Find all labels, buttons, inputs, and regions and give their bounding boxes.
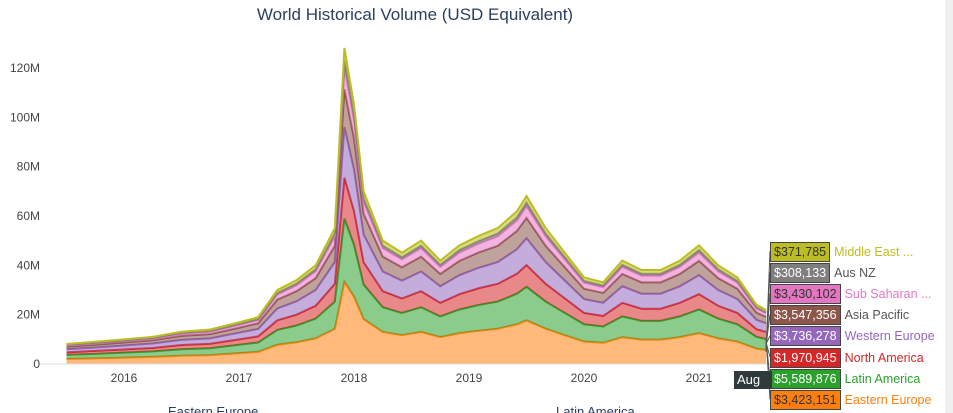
hover-value: $1,970,945	[770, 347, 841, 368]
legend-item-eastern-europe[interactable]: Eastern Europe	[168, 404, 259, 413]
line-middle-east	[66, 47, 767, 346]
hover-label: $3,423,151 Eastern Europe	[770, 389, 932, 410]
y-tick-label: 40M	[17, 258, 40, 272]
y-tick-label: 20M	[17, 308, 40, 322]
x-tick-label: 2021	[686, 371, 713, 385]
area-latin-america[interactable]	[66, 218, 767, 359]
line-aus-nz	[66, 60, 767, 346]
hover-series-name: Western Europe	[844, 329, 935, 344]
hover-date-label: Aug 2	[734, 371, 772, 389]
legend-item-latin-america[interactable]: Latin America	[556, 404, 635, 413]
hover-series-name: Asia Pacific	[844, 308, 910, 323]
hover-value: $3,430,102	[770, 283, 841, 304]
hover-label: $3,547,356 Asia Pacific	[770, 305, 910, 326]
hover-label: $3,736,278 Western Europe	[770, 326, 935, 347]
hover-series-name: Sub Saharan ...	[844, 286, 932, 301]
hover-series-name: Latin America	[844, 371, 921, 386]
hover-value: $308,133	[770, 262, 831, 283]
hover-label: $3,430,102 Sub Saharan ...	[770, 283, 932, 304]
x-tick-label: 2018	[341, 371, 368, 385]
x-tick-label: 2017	[226, 371, 253, 385]
x-tick-label: 2020	[571, 371, 598, 385]
y-tick-label: 0	[33, 357, 40, 371]
hover-label: $371,785 Middle East ...	[770, 241, 914, 262]
chart-title: World Historical Volume (USD Equivalent)	[256, 5, 574, 24]
area-eastern-europe[interactable]	[66, 281, 767, 364]
hover-value: $3,423,151	[770, 389, 841, 410]
hover-value: $5,589,876	[770, 368, 841, 389]
hover-series-name: Aus NZ	[834, 265, 876, 280]
hover-label: $308,133 Aus NZ	[770, 262, 876, 283]
hover-value: $3,736,278	[770, 326, 841, 347]
hover-label: $1,970,945 North America	[770, 347, 924, 368]
hover-series-name: North America	[844, 350, 924, 365]
y-tick-label: 60M	[17, 209, 40, 223]
x-tick-label: 2019	[456, 371, 483, 385]
hover-label: $5,589,876 Latin America	[770, 368, 921, 389]
hover-connector	[765, 337, 771, 400]
scrollbar[interactable]	[945, 0, 953, 413]
hover-series-name: Middle East ...	[834, 244, 914, 259]
x-tick-label: 2016	[111, 371, 138, 385]
hover-series-name: Eastern Europe	[844, 392, 932, 407]
hover-value: $3,547,356	[770, 305, 841, 326]
y-tick-label: 80M	[17, 160, 40, 174]
y-tick-label: 100M	[10, 110, 40, 124]
y-tick-label: 120M	[10, 61, 40, 75]
hover-value: $371,785	[770, 241, 831, 262]
